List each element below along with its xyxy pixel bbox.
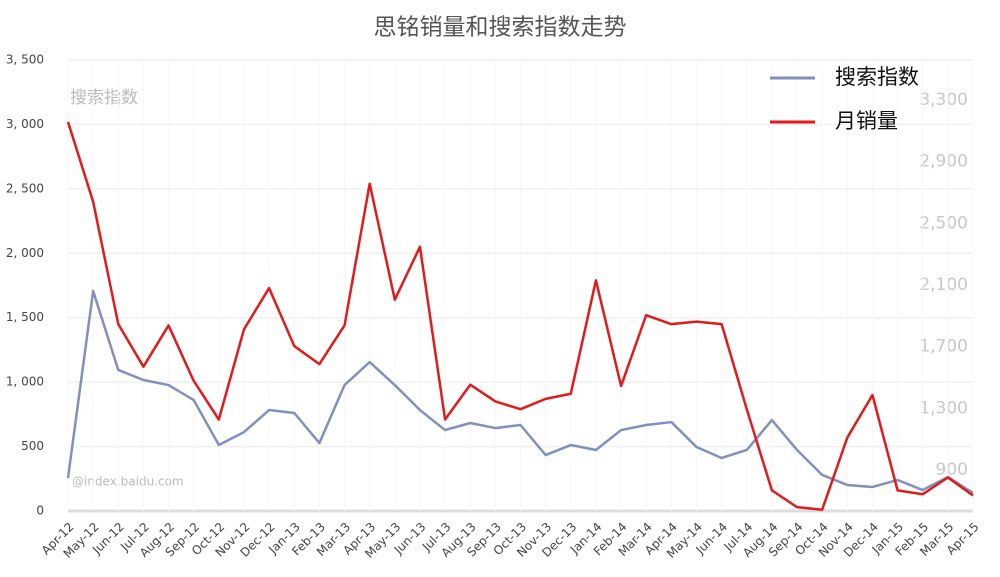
legend-label: 搜索指数 — [835, 65, 919, 89]
y-tick-label: 0 — [36, 504, 44, 518]
watermark: 搜索指数 — [70, 88, 138, 108]
chart-title: 思铭销量和搜索指数走势 — [374, 15, 627, 41]
y-tick-label: 1, 000 — [6, 375, 44, 389]
y-tick-label: 3, 500 — [6, 53, 44, 67]
y2-tick-label: 900 — [936, 460, 968, 480]
y2-tick-label: 3,300 — [919, 90, 968, 110]
y-tick-label: 1, 500 — [6, 310, 44, 324]
y2-tick-label: 1,300 — [919, 398, 968, 418]
y2-tick-label: 1,700 — [919, 337, 968, 357]
legend-label: 月销量 — [835, 109, 898, 133]
y2-tick-label: 2,900 — [919, 152, 968, 172]
y-tick-label: 500 — [21, 439, 44, 453]
y-tick-label: 2, 000 — [6, 246, 44, 260]
y-tick-label: 2, 500 — [6, 181, 44, 195]
y-tick-label: 3, 000 — [6, 117, 44, 131]
series-line — [66, 121, 974, 511]
watermark-url: @index.baidu.com — [72, 475, 184, 489]
y2-tick-label: 2,500 — [919, 213, 968, 233]
series-line — [66, 289, 974, 495]
y2-tick-label: 2,100 — [919, 275, 968, 295]
